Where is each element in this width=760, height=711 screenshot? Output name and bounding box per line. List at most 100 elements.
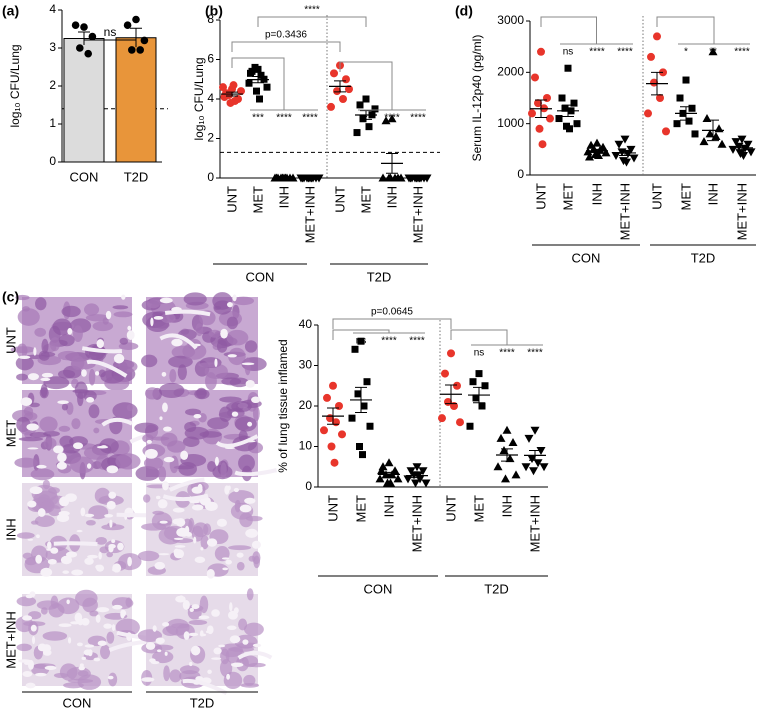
error-bar: [327, 407, 339, 425]
tissue: [94, 487, 111, 504]
data-point: [338, 430, 346, 439]
y-tick-label: 1000: [497, 116, 524, 130]
y-tick-label: 0: [207, 170, 214, 184]
data-point: [527, 455, 537, 464]
data-point: [537, 47, 545, 56]
airspace: [225, 559, 232, 565]
data-point: [453, 381, 461, 390]
airway: [81, 346, 123, 354]
x-tick-label: MET: [358, 186, 373, 214]
airspace: [121, 294, 126, 300]
data-point: [219, 83, 227, 92]
tissue: [88, 368, 96, 386]
error-bar: [591, 148, 603, 153]
airspace: [41, 644, 52, 653]
group-label: CON: [572, 250, 601, 265]
airspace: [251, 396, 261, 404]
tissue: [92, 321, 114, 332]
airspace: [226, 625, 237, 631]
airspace: [111, 539, 116, 544]
tissue: [248, 555, 256, 562]
tissue: [10, 346, 36, 353]
airspace: [157, 649, 162, 653]
y-tick-label: 6: [207, 52, 214, 66]
data-point: [647, 52, 655, 61]
tissue: [163, 665, 170, 682]
comparison-bracket: [540, 16, 633, 45]
significance-label: ****: [589, 47, 605, 58]
data-point: [359, 451, 366, 459]
airspace: [30, 624, 37, 632]
data-point: [521, 463, 531, 472]
tissue: [34, 515, 55, 527]
data-point: [653, 32, 661, 41]
data-point: [386, 173, 395, 182]
data-point: [251, 63, 259, 71]
data-point: [132, 15, 140, 24]
airspace: [233, 487, 239, 493]
tissue: [99, 438, 119, 454]
airspace: [161, 371, 167, 377]
data-point: [496, 433, 506, 442]
tissue: [70, 456, 95, 474]
data-point: [594, 150, 603, 159]
data-point: [611, 151, 621, 160]
airspace: [144, 448, 158, 459]
airspace: [207, 669, 212, 674]
airspace: [155, 637, 165, 645]
airspace: [40, 567, 53, 577]
data-point: [561, 104, 569, 112]
airspace: [81, 617, 90, 626]
tissue: [43, 430, 60, 437]
tissue: [158, 466, 167, 482]
airspace: [107, 675, 114, 680]
significance-label: ***: [252, 113, 264, 124]
data-point: [673, 120, 681, 128]
data-point: [644, 109, 652, 118]
x-tick-label: INH: [381, 495, 396, 517]
data-point: [327, 102, 335, 111]
data-point: [528, 109, 536, 118]
airspace: [27, 373, 39, 381]
airspace: [226, 673, 230, 680]
group-label: T2D: [484, 581, 509, 596]
y-tick-label: 30: [299, 358, 313, 372]
airspace: [97, 640, 107, 646]
data-point: [323, 393, 331, 402]
data-point: [362, 95, 370, 103]
data-point: [585, 152, 594, 161]
tissue: [137, 550, 160, 562]
data-point: [365, 123, 373, 131]
error-bar: [736, 145, 748, 151]
airspace: [67, 637, 72, 644]
airspace: [104, 514, 114, 518]
airspace: [174, 545, 186, 548]
image-row-label: MET: [3, 420, 18, 448]
tissue: [252, 405, 260, 422]
data-point: [685, 117, 693, 125]
y-axis-label: log₁₀ CFU/Lung: [192, 57, 206, 140]
image-row-label: UNT: [3, 327, 18, 354]
tissue: [226, 329, 249, 346]
tissue: [40, 607, 48, 615]
airspace: [101, 445, 107, 448]
panel-label: (b): [205, 3, 223, 19]
data-point: [524, 434, 534, 443]
bracket: [257, 16, 367, 27]
data-point: [629, 154, 639, 163]
tissue: [208, 329, 222, 338]
data-point: [743, 140, 753, 149]
significance-label: ****: [302, 113, 318, 124]
tissue: [66, 401, 74, 415]
data-point: [592, 138, 602, 147]
significance-label: ns: [474, 348, 485, 359]
tissue: [71, 418, 81, 430]
airspace: [221, 557, 230, 560]
airspace: [113, 353, 125, 364]
error-bar: [355, 386, 367, 413]
x-tick-label: MET+INH: [734, 183, 749, 240]
tissue: [184, 421, 197, 433]
data-point: [501, 474, 510, 483]
tissue: [216, 339, 228, 353]
airway: [234, 468, 278, 477]
